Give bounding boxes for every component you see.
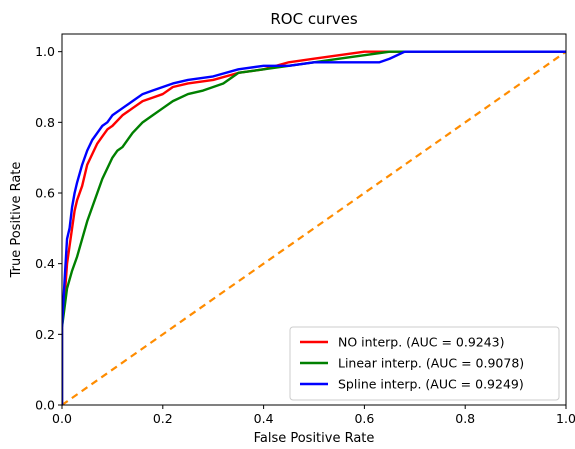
x-tick-label: 0.0 bbox=[52, 411, 72, 426]
y-axis: 0.0 0.2 0.4 0.6 0.8 1.0 bbox=[35, 44, 62, 413]
x-tick-label: 1.0 bbox=[556, 411, 575, 426]
x-tick-label: 0.4 bbox=[254, 411, 274, 426]
x-tick-label: 0.8 bbox=[455, 411, 475, 426]
y-tick-label: 0.4 bbox=[35, 256, 55, 271]
chance-diagonal-line bbox=[62, 50, 567, 406]
roc-series-line-1 bbox=[62, 50, 566, 405]
x-axis-label: False Positive Rate bbox=[254, 431, 375, 446]
y-tick-label: 1.0 bbox=[35, 44, 55, 59]
y-axis-label: True Positive Rate bbox=[9, 162, 24, 279]
y-tick-label: 0.2 bbox=[35, 327, 55, 342]
x-axis: 0.0 0.2 0.4 0.6 0.8 1.0 bbox=[52, 405, 575, 426]
y-tick-label: 0.0 bbox=[35, 398, 55, 413]
legend: NO interp. (AUC = 0.9243) Linear interp. … bbox=[289, 326, 560, 401]
legend-label: Linear interp. (AUC = 0.9078) bbox=[338, 356, 524, 371]
y-tick-label: 0.8 bbox=[35, 115, 55, 130]
x-tick-label: 0.2 bbox=[153, 411, 173, 426]
plot-area bbox=[62, 50, 567, 406]
chart-title: ROC curves bbox=[270, 10, 357, 28]
y-tick-label: 0.6 bbox=[35, 186, 55, 201]
roc-series-line-3 bbox=[62, 50, 566, 405]
legend-box bbox=[289, 326, 560, 401]
x-tick-label: 0.6 bbox=[354, 411, 374, 426]
legend-label: NO interp. (AUC = 0.9243) bbox=[338, 335, 505, 350]
plot-frame bbox=[61, 33, 567, 406]
legend-label: Spline interp. (AUC = 0.9249) bbox=[338, 377, 524, 392]
